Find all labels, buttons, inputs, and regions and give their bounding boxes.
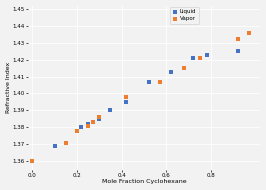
- Liquid: [236, 50, 240, 53]
- Vapor: [75, 129, 79, 132]
- X-axis label: Mole Fraction Cyclohexane: Mole Fraction Cyclohexane: [102, 179, 186, 184]
- Liquid: [52, 144, 57, 147]
- Vapor: [182, 67, 186, 70]
- Liquid: [124, 101, 128, 104]
- Liquid: [75, 129, 79, 132]
- Vapor: [236, 38, 240, 41]
- Vapor: [90, 121, 95, 124]
- Liquid: [169, 70, 173, 73]
- Vapor: [157, 80, 162, 83]
- Vapor: [198, 56, 202, 59]
- Liquid: [108, 109, 113, 112]
- Vapor: [86, 124, 90, 127]
- Y-axis label: Refractive Index: Refractive Index: [6, 62, 11, 113]
- Vapor: [247, 31, 251, 34]
- Liquid: [79, 126, 84, 129]
- Legend: Liquid, Vapor: Liquid, Vapor: [170, 7, 199, 24]
- Vapor: [64, 141, 68, 144]
- Liquid: [30, 160, 34, 163]
- Liquid: [86, 122, 90, 125]
- Vapor: [124, 95, 128, 98]
- Liquid: [191, 56, 196, 59]
- Liquid: [97, 117, 101, 120]
- Liquid: [146, 80, 151, 83]
- Vapor: [30, 160, 34, 163]
- Vapor: [97, 116, 101, 119]
- Liquid: [205, 53, 209, 56]
